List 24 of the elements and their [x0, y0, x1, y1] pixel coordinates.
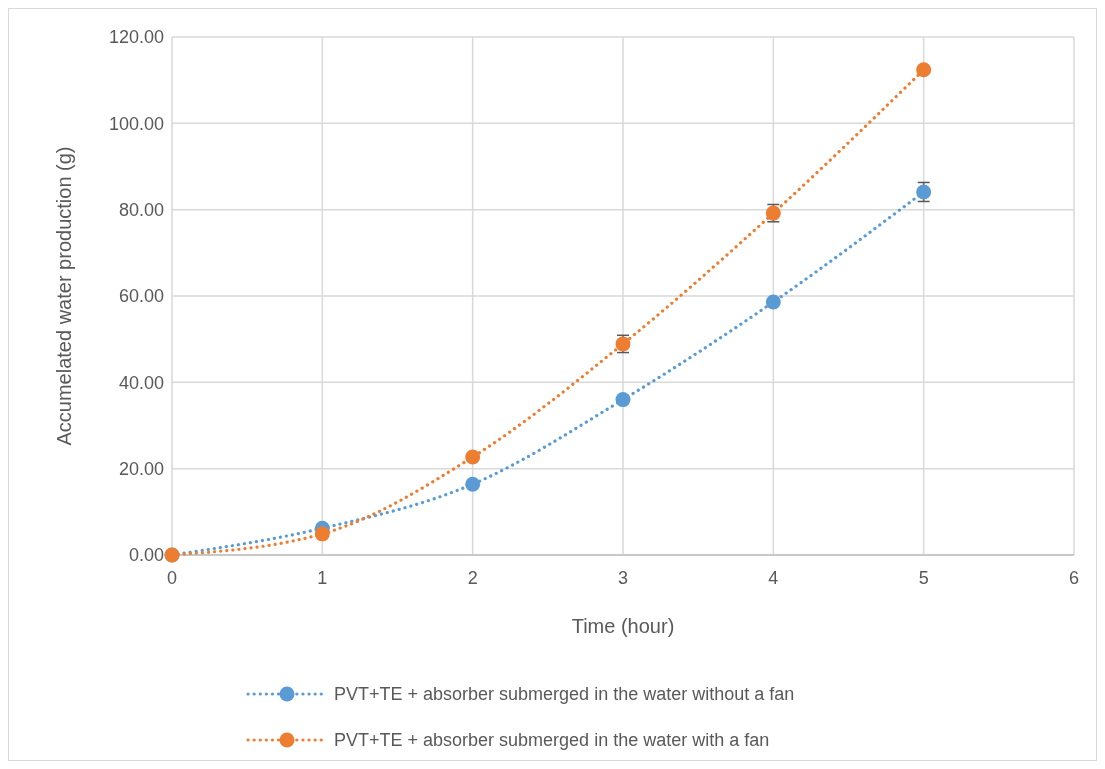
legend-label: PVT+TE + absorber submerged in the water without a fan	[334, 684, 795, 705]
x-tick-label: 2	[467, 568, 478, 588]
point	[916, 62, 932, 78]
point	[615, 392, 631, 408]
y-tick-label: 20.00	[118, 458, 164, 479]
legend-label: PVT+TE + absorber submerged in the water with a fan	[334, 730, 770, 751]
point	[765, 294, 781, 310]
x-tick-label: 4	[768, 568, 779, 588]
point	[465, 449, 481, 465]
point	[314, 526, 330, 542]
y-tick-label: 80.00	[118, 199, 164, 220]
y-tick-label: 40.00	[118, 372, 164, 393]
x-tick-label: 0	[166, 568, 178, 588]
y-tick-label: 100.00	[108, 113, 164, 134]
x-tick-label: 5	[918, 568, 929, 588]
x-tick-label: 6	[1068, 568, 1080, 588]
y-tick-label: 120.00	[108, 27, 164, 48]
point	[465, 476, 481, 492]
y-tick-label: 0.00	[128, 545, 164, 566]
y-axis-title: Accumelated water production (g)	[53, 146, 75, 446]
x-tick-label: 3	[617, 568, 629, 588]
x-axis-title: Time (hour)	[571, 615, 675, 637]
y-tick-label: 60.00	[118, 286, 164, 307]
x-tick-label: 1	[317, 568, 328, 588]
